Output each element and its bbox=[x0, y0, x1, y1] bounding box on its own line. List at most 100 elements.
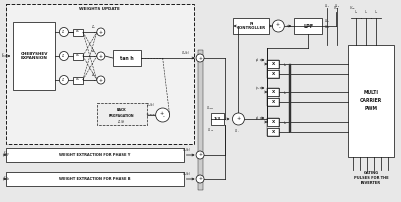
Text: -: - bbox=[163, 115, 164, 120]
Bar bbox=[73, 77, 83, 83]
Text: WEIGHT EXTRACTION FOR PHASE B: WEIGHT EXTRACTION FOR PHASE B bbox=[59, 177, 131, 181]
Text: $O_y(k)$: $O_y(k)$ bbox=[182, 146, 191, 154]
Text: $w_1$: $w_1$ bbox=[75, 29, 81, 35]
Circle shape bbox=[196, 54, 204, 62]
Circle shape bbox=[59, 27, 69, 37]
Text: X: X bbox=[272, 72, 275, 76]
Text: $I_{sb}$: $I_{sb}$ bbox=[374, 8, 379, 16]
Text: $I_{sy}$: $I_{sy}$ bbox=[2, 150, 10, 160]
Text: X: X bbox=[272, 90, 275, 94]
Bar bbox=[289, 64, 291, 132]
Text: $I_{sb}$: $I_{sb}$ bbox=[2, 175, 10, 183]
Bar bbox=[267, 88, 279, 106]
Bar bbox=[198, 50, 203, 190]
Text: +: + bbox=[236, 117, 241, 121]
Text: 1/3: 1/3 bbox=[214, 117, 221, 121]
Text: $Z_{k2}$: $Z_{k2}$ bbox=[91, 47, 97, 55]
Text: +: + bbox=[99, 78, 103, 82]
Text: $I_{ib}$: $I_{ib}$ bbox=[283, 119, 288, 127]
Bar bbox=[267, 118, 279, 136]
Text: $O_a(k)$: $O_a(k)$ bbox=[181, 49, 190, 57]
Text: +: + bbox=[198, 153, 202, 158]
Text: $Z_1$: $Z_1$ bbox=[61, 28, 67, 36]
Text: X: X bbox=[272, 120, 275, 124]
Text: $Z_3$: $Z_3$ bbox=[61, 76, 67, 84]
Text: $O_{mean}$: $O_{mean}$ bbox=[206, 104, 215, 112]
Text: LPF: LPF bbox=[303, 23, 313, 28]
Text: X: X bbox=[272, 62, 275, 66]
Text: $I_{sa}$: $I_{sa}$ bbox=[354, 8, 358, 16]
Bar bbox=[294, 18, 322, 34]
Circle shape bbox=[233, 113, 245, 125]
Text: $O_{all}$: $O_{all}$ bbox=[235, 127, 241, 135]
Bar bbox=[267, 60, 279, 78]
Circle shape bbox=[59, 52, 69, 61]
Text: $ip_y$: $ip_y$ bbox=[255, 84, 260, 92]
Circle shape bbox=[272, 20, 284, 32]
Text: $O_{avg}$: $O_{avg}$ bbox=[207, 126, 214, 134]
Bar bbox=[6, 172, 184, 186]
Text: $V_{dc}$: $V_{dc}$ bbox=[324, 17, 330, 25]
Bar bbox=[13, 22, 55, 90]
Bar bbox=[211, 113, 225, 125]
Bar bbox=[267, 60, 279, 68]
Bar bbox=[267, 128, 279, 136]
Text: +: + bbox=[99, 54, 103, 59]
Circle shape bbox=[97, 28, 105, 36]
Text: $I_{iy}$: $I_{iy}$ bbox=[283, 89, 288, 96]
Text: $w_2$: $w_2$ bbox=[75, 53, 81, 59]
Bar bbox=[267, 88, 279, 96]
Bar bbox=[233, 18, 269, 34]
Bar bbox=[6, 4, 194, 144]
Circle shape bbox=[97, 52, 105, 60]
Circle shape bbox=[196, 151, 204, 159]
Circle shape bbox=[156, 108, 170, 122]
Text: $I_{sy}$: $I_{sy}$ bbox=[364, 8, 369, 15]
Bar bbox=[348, 45, 394, 157]
Text: MULTI: MULTI bbox=[364, 90, 379, 96]
Text: +: + bbox=[198, 177, 202, 182]
Text: CARRIER: CARRIER bbox=[360, 99, 382, 103]
Bar bbox=[73, 28, 83, 36]
Text: X: X bbox=[272, 100, 275, 104]
Text: +: + bbox=[160, 111, 164, 116]
Text: WEIGHT EXTRACTION FOR PHASE Y: WEIGHT EXTRACTION FOR PHASE Y bbox=[59, 153, 130, 157]
Text: $O_b(k)$: $O_b(k)$ bbox=[182, 170, 191, 178]
Text: $V_{dc}$: $V_{dc}$ bbox=[324, 2, 330, 10]
Circle shape bbox=[196, 175, 204, 183]
Bar bbox=[6, 148, 184, 162]
Bar bbox=[113, 50, 141, 66]
Text: +: + bbox=[99, 29, 103, 35]
Bar bbox=[97, 103, 147, 125]
Text: $V_{da}$: $V_{da}$ bbox=[349, 4, 356, 12]
Bar bbox=[267, 118, 279, 126]
Text: X: X bbox=[272, 130, 275, 134]
Text: $V_{da}$: $V_{da}$ bbox=[324, 23, 330, 31]
Text: -: - bbox=[279, 25, 280, 31]
Text: $O_e(k)$: $O_e(k)$ bbox=[146, 101, 155, 109]
Text: $Z_d(k)$: $Z_d(k)$ bbox=[117, 118, 126, 126]
Text: BACK: BACK bbox=[117, 108, 127, 112]
Text: $Z_{k3}$: $Z_{k3}$ bbox=[91, 71, 97, 79]
Text: $I_{sa}$: $I_{sa}$ bbox=[1, 52, 8, 60]
Text: $V_{da}$: $V_{da}$ bbox=[334, 2, 340, 10]
Text: WEIGHTS UPDATE: WEIGHTS UPDATE bbox=[79, 7, 120, 11]
Text: GATING
PULSES FOR THE
INVERTER: GATING PULSES FOR THE INVERTER bbox=[354, 171, 389, 185]
Text: $I_{ia}$: $I_{ia}$ bbox=[283, 61, 288, 69]
Text: CHEBYSHEV
EXPANSION: CHEBYSHEV EXPANSION bbox=[20, 52, 48, 60]
Bar bbox=[267, 98, 279, 106]
Text: PWM: PWM bbox=[365, 106, 378, 112]
Circle shape bbox=[59, 76, 69, 84]
Bar bbox=[267, 70, 279, 78]
Bar bbox=[73, 53, 83, 60]
Text: $\phi_a$: $\phi_a$ bbox=[255, 56, 260, 64]
Text: +: + bbox=[275, 22, 279, 27]
Text: tan h: tan h bbox=[120, 56, 134, 61]
Text: $Z_2$: $Z_2$ bbox=[61, 52, 67, 60]
Circle shape bbox=[97, 76, 105, 84]
Text: $V_{dc}$: $V_{dc}$ bbox=[333, 4, 340, 12]
Text: $w_3$: $w_3$ bbox=[75, 77, 81, 83]
Text: $Z_{k1}$: $Z_{k1}$ bbox=[91, 23, 97, 31]
Text: PROPAGATION: PROPAGATION bbox=[109, 114, 134, 118]
Text: +: + bbox=[198, 56, 202, 61]
